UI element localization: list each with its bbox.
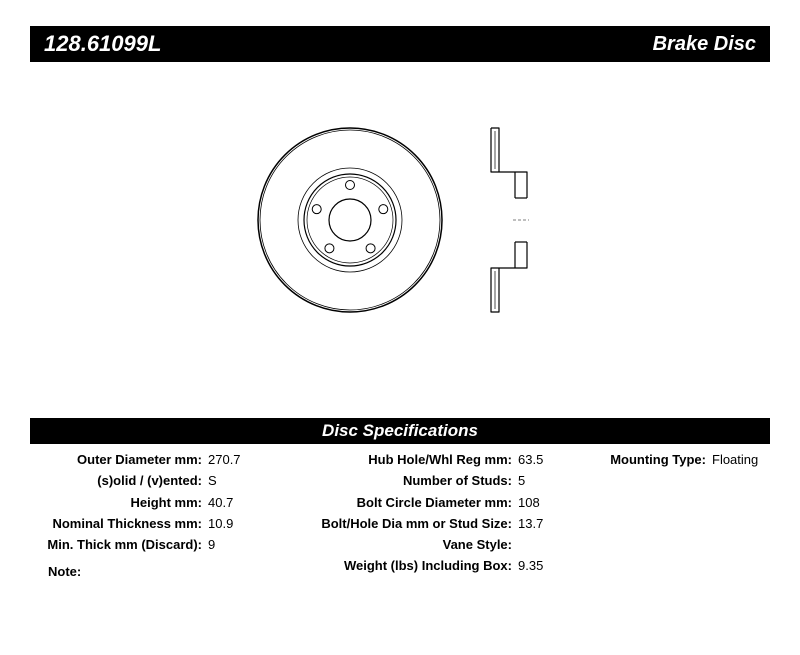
- section-title-bar: Disc Specifications: [30, 418, 770, 444]
- spec-value: S: [208, 473, 300, 489]
- spec-label: Bolt/Hole Dia mm or Stud Size:: [300, 516, 518, 532]
- specs-area: Outer Diameter mm:270.7(s)olid / (v)ente…: [30, 452, 770, 575]
- spec-label: Min. Thick mm (Discard):: [30, 537, 208, 553]
- spec-value: 40.7: [208, 495, 300, 511]
- spec-row: Bolt/Hole Dia mm or Stud Size:13.7: [300, 516, 600, 532]
- spec-label: Weight (lbs) Including Box:: [300, 558, 518, 574]
- spec-column-1: Outer Diameter mm:270.7(s)olid / (v)ente…: [30, 452, 300, 575]
- spec-label: Mounting Type:: [600, 452, 712, 468]
- spec-value: 10.9: [208, 516, 300, 532]
- spec-value: 270.7: [208, 452, 300, 468]
- spec-row: Outer Diameter mm:270.7: [30, 452, 300, 468]
- spec-row: Number of Studs:5: [300, 473, 600, 489]
- spec-value: 13.7: [518, 516, 600, 532]
- spec-row: Hub Hole/Whl Reg mm:63.5: [300, 452, 600, 468]
- spec-label: Number of Studs:: [300, 473, 518, 489]
- spec-value: 9: [208, 537, 300, 553]
- note-label: Note:: [48, 564, 81, 579]
- diagram-area: [0, 90, 800, 350]
- spec-column-3: Mounting Type:Floating: [600, 452, 770, 575]
- section-title: Disc Specifications: [322, 421, 478, 441]
- spec-label: Height mm:: [30, 495, 208, 511]
- spec-row: Vane Style:: [300, 537, 600, 553]
- page-title: Brake Disc: [653, 33, 756, 56]
- spec-label: Bolt Circle Diameter mm:: [300, 495, 518, 511]
- spec-value: Floating: [712, 452, 770, 468]
- spec-value: [518, 537, 600, 553]
- spec-label: Hub Hole/Whl Reg mm:: [300, 452, 518, 468]
- spec-value: 5: [518, 473, 600, 489]
- spec-row: Bolt Circle Diameter mm:108: [300, 495, 600, 511]
- spec-label: Outer Diameter mm:: [30, 452, 208, 468]
- spec-row: Nominal Thickness mm:10.9: [30, 516, 300, 532]
- spec-value: 9.35: [518, 558, 600, 574]
- spec-label: (s)olid / (v)ented:: [30, 473, 208, 489]
- spec-row: Min. Thick mm (Discard):9: [30, 537, 300, 553]
- disc-face-diagram: [255, 125, 445, 315]
- spec-row: Weight (lbs) Including Box:9.35: [300, 558, 600, 574]
- spec-column-2: Hub Hole/Whl Reg mm:63.5Number of Studs:…: [300, 452, 600, 575]
- spec-value: 108: [518, 495, 600, 511]
- part-number: 128.61099L: [44, 31, 161, 57]
- spec-row: (s)olid / (v)ented:S: [30, 473, 300, 489]
- spec-value: 63.5: [518, 452, 600, 468]
- spec-row: Height mm:40.7: [30, 495, 300, 511]
- spec-label: Nominal Thickness mm:: [30, 516, 208, 532]
- spec-label: Vane Style:: [300, 537, 518, 553]
- spec-row: Mounting Type:Floating: [600, 452, 770, 468]
- header-bar: 128.61099L Brake Disc: [30, 26, 770, 62]
- disc-side-diagram: [485, 125, 545, 315]
